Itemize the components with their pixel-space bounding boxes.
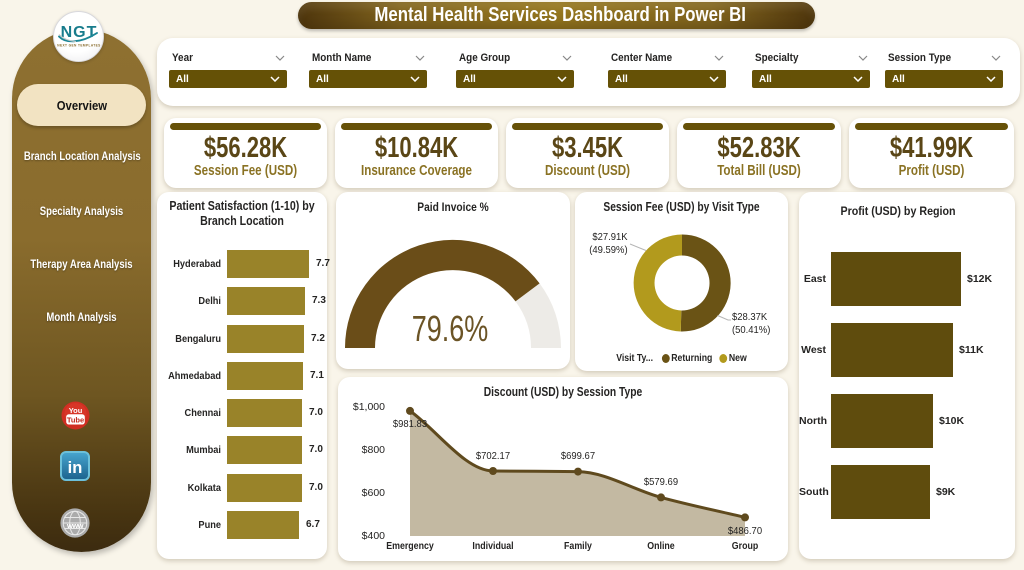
svg-text:Tube: Tube <box>67 416 84 425</box>
svg-text:NGT: NGT <box>61 24 98 41</box>
svg-text:You: You <box>69 406 83 415</box>
svg-text:www: www <box>66 521 84 530</box>
svg-text:NEXT GEN TEMPLATES: NEXT GEN TEMPLATES <box>57 44 100 48</box>
